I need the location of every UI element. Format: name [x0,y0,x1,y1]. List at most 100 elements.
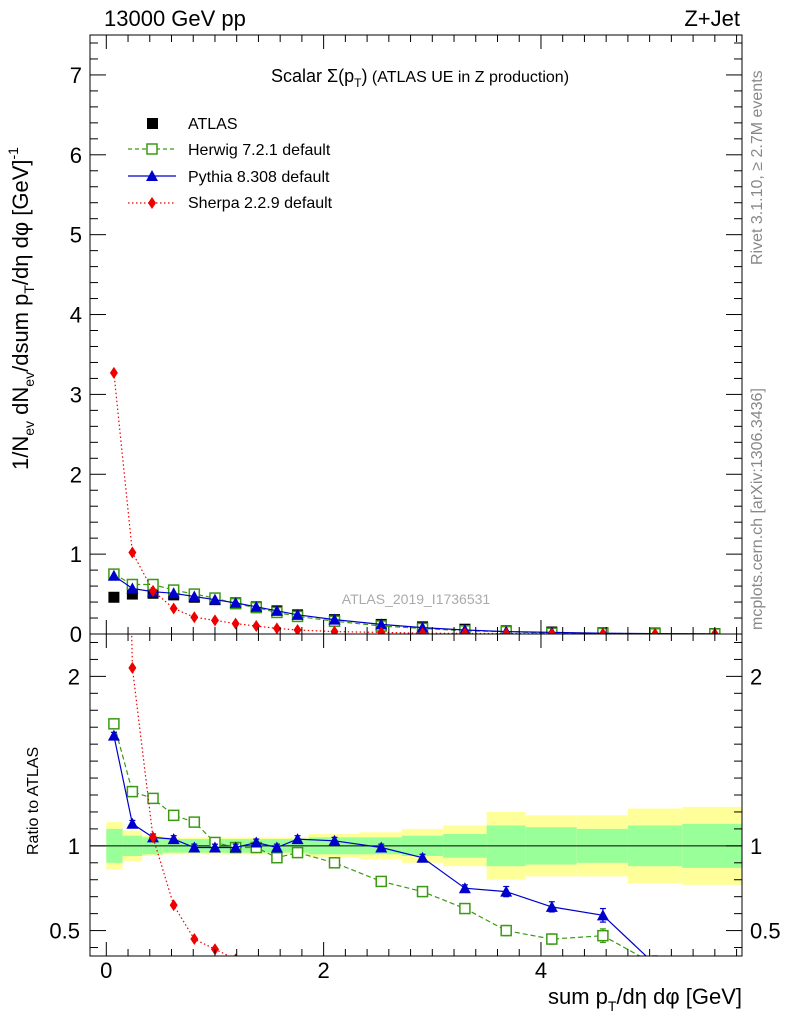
sherpa-point [598,627,607,634]
x-tick-label: 4 [535,958,547,983]
y-axis-title: 1/Nev dNev/dsum pT/dη dφ [GeV]-1 [5,147,37,470]
pythia-ratio-point [188,841,201,853]
ratio-uncertainty-band [90,806,742,885]
sherpa-ratio-point [461,987,469,999]
x-tick-label: 2 [318,958,330,983]
ratio-y-tick-label-right: 0.5 [750,919,781,944]
y-tick-label: 7 [70,63,82,88]
sherpa-ratio-point [331,981,339,993]
herwig-ratio-point [147,792,159,805]
pythia-ratio-point [107,729,120,741]
pythia-ratio-point [229,841,242,853]
y-tick-label: 2 [70,462,82,487]
sherpa-point [502,627,511,634]
pythia-ratio-point [416,851,429,863]
sherpa-point [272,622,281,634]
chart-legend: ATLAS Herwig 7.2.1 default Pythia 8.308 … [128,116,333,212]
herwig-ratio-point [271,851,283,864]
legend-pythia-marker [146,170,158,181]
sherpa-ratio-point [273,969,281,981]
main-plot-axes: 0 1 2 3 4 5 6 7 [70,34,743,647]
ratio-plot-data [107,634,661,999]
herwig-ratio-point [546,933,558,945]
pythia-ratio-point [649,958,661,969]
pythia-point [229,596,242,608]
ratio-y-axis-title: Ratio to ATLAS [25,747,42,855]
herwig-ratio-point [500,924,512,937]
sherpa-point [231,617,240,630]
sherpa-ratio-point [377,981,385,993]
ratio-plot-frame [89,633,743,957]
pythia-point [270,604,283,616]
y-tick-label: 6 [70,143,82,168]
sherpa-ratio-point [294,974,302,986]
ratio-y-tick-label: 1 [68,834,80,859]
ratio-y-tick-label: 0.5 [49,919,80,944]
sherpa-point [109,366,118,379]
pythia-point [107,569,120,581]
sherpa-point [252,620,261,633]
sherpa-point [547,627,556,634]
pythia-ratio-point [208,841,221,853]
legend-sherpa-marker [148,197,156,209]
pythia-point [188,590,201,602]
sherpa-point [293,624,302,634]
header-left-label: 13000 GeV pp [104,6,246,31]
sherpa-ratio-point [190,933,199,946]
pythia-ratio-point [545,900,558,912]
main-plot-panel: 0 1 2 3 4 5 6 7 [70,34,743,647]
ratio-plot-panel: 0 2 4 0.5 0.5 1 1 2 2 [49,633,781,999]
pythia-point [291,608,304,620]
rivet-version-label: Rivet 3.1.10, ≥ 2.7M events [749,70,766,265]
atlas-point [108,591,120,603]
herwig-ratio-point [291,846,304,859]
pythia-ratio-point [328,834,341,846]
y-tick-label: 3 [70,382,82,407]
pythia-point [126,582,139,594]
sherpa-ratio-point [252,960,260,972]
ratio-y-tick-label-right: 1 [750,834,762,859]
y-tick-label: 0 [70,622,82,647]
x-axis-title: sum pT/dη dφ [GeV] [548,984,742,1014]
ratio-plot-axes: 0 2 4 0.5 0.5 1 1 2 2 [49,633,781,983]
pythia-ratio-point [458,882,471,894]
analysis-watermark: ATLAS_2019_I1736531 [342,591,491,607]
legend-herwig-marker [146,143,158,155]
herwig-ratio-point [328,857,341,869]
pythia-ratio-point [167,833,180,845]
herwig-ratio-point [597,929,609,942]
pythia-point [375,618,388,630]
sherpa-ratio-point [502,987,510,999]
sherpa-point [377,626,386,634]
sherpa-point [149,584,158,597]
herwig-ratio-point [650,959,660,969]
herwig-ratio-point [188,816,201,828]
pythia-ratio-point [375,841,388,853]
mcplots-reference-label: mcplots.cern.ch [arXiv:1306.3436] [749,388,766,630]
legend-atlas-label: ATLAS [188,116,238,133]
pythia-point [328,613,341,625]
herwig-ratio-point [416,885,429,898]
herwig-ratio-point [375,875,387,888]
y-tick-label: 1 [70,542,82,567]
pythia-ratio-point [500,885,513,897]
legend-sherpa-label: Sherpa 2.2.9 default [188,195,333,212]
legend-herwig-label: Herwig 7.2.1 default [188,142,331,159]
sherpa-ratio-point [233,953,238,956]
pythia-ratio-point [250,836,263,848]
pythia-point [208,593,221,605]
sherpa-ratio-point [169,899,178,912]
sherpa-point [330,625,339,634]
pythia-point [416,621,429,633]
herwig-ratio-point [167,809,180,822]
x-tick-label: 0 [100,958,112,983]
pythia-ratio-point [126,817,139,829]
y-tick-label: 5 [70,223,82,248]
pythia-point [250,600,263,612]
sherpa-point [460,627,469,634]
y-tick-label: 4 [70,303,82,328]
legend-atlas-marker [147,118,158,129]
ratio-y-tick-label-right: 2 [750,664,762,689]
sherpa-ratio-point [149,831,158,844]
